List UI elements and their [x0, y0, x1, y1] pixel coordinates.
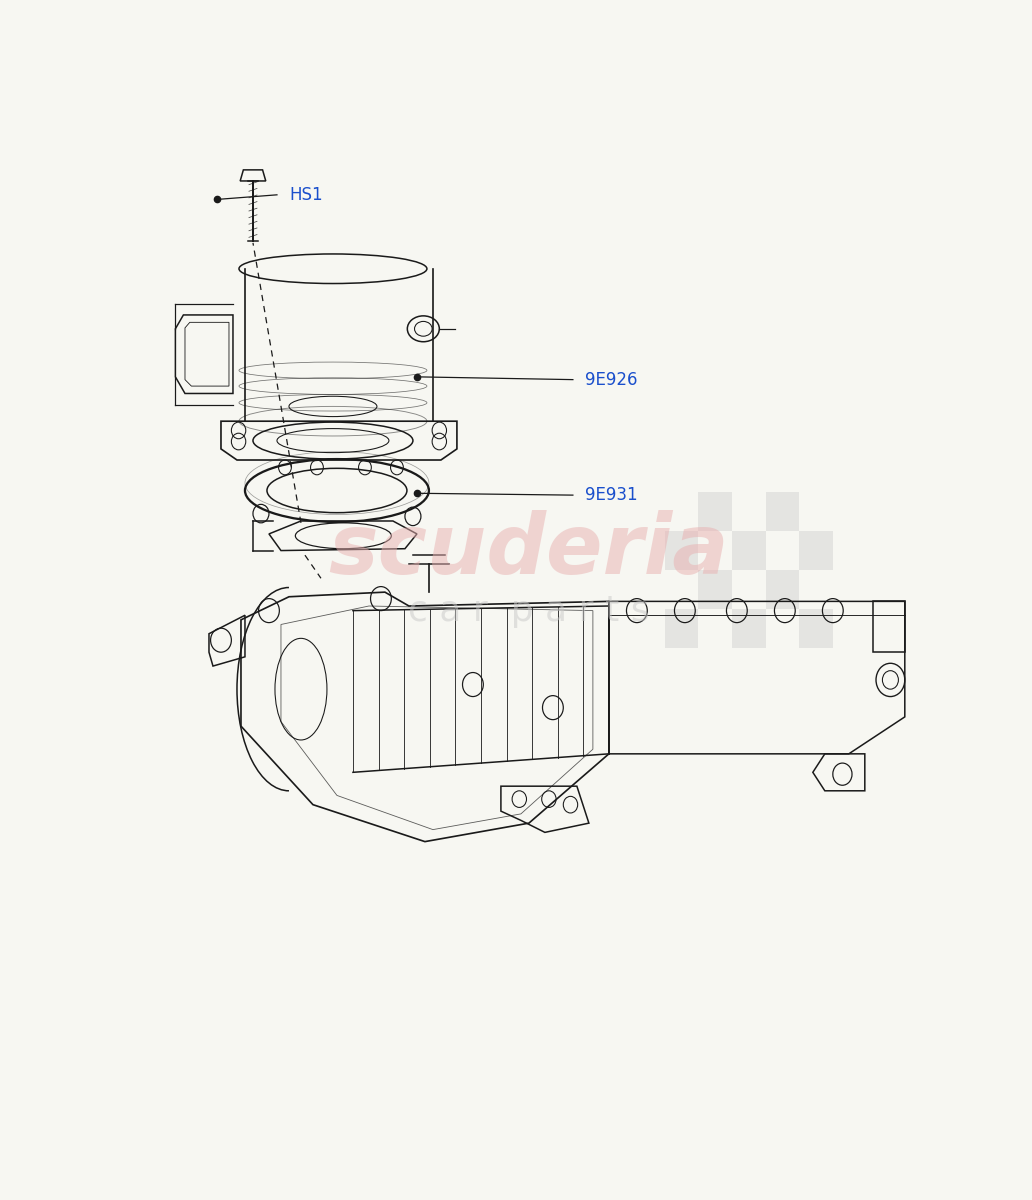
- Bar: [699, 570, 732, 608]
- Bar: [732, 608, 766, 648]
- Polygon shape: [240, 170, 266, 181]
- Text: 9E926: 9E926: [585, 371, 638, 389]
- Text: c a r  p a r t s: c a r p a r t s: [408, 594, 650, 628]
- Text: HS1: HS1: [289, 186, 323, 204]
- Text: scuderia: scuderia: [328, 510, 730, 592]
- Text: 9E931: 9E931: [585, 486, 638, 504]
- Bar: [799, 532, 833, 570]
- Bar: [799, 608, 833, 648]
- Bar: [665, 608, 699, 648]
- Bar: [699, 492, 732, 532]
- Bar: [766, 492, 799, 532]
- Bar: [665, 532, 699, 570]
- Bar: [732, 532, 766, 570]
- Bar: [766, 570, 799, 608]
